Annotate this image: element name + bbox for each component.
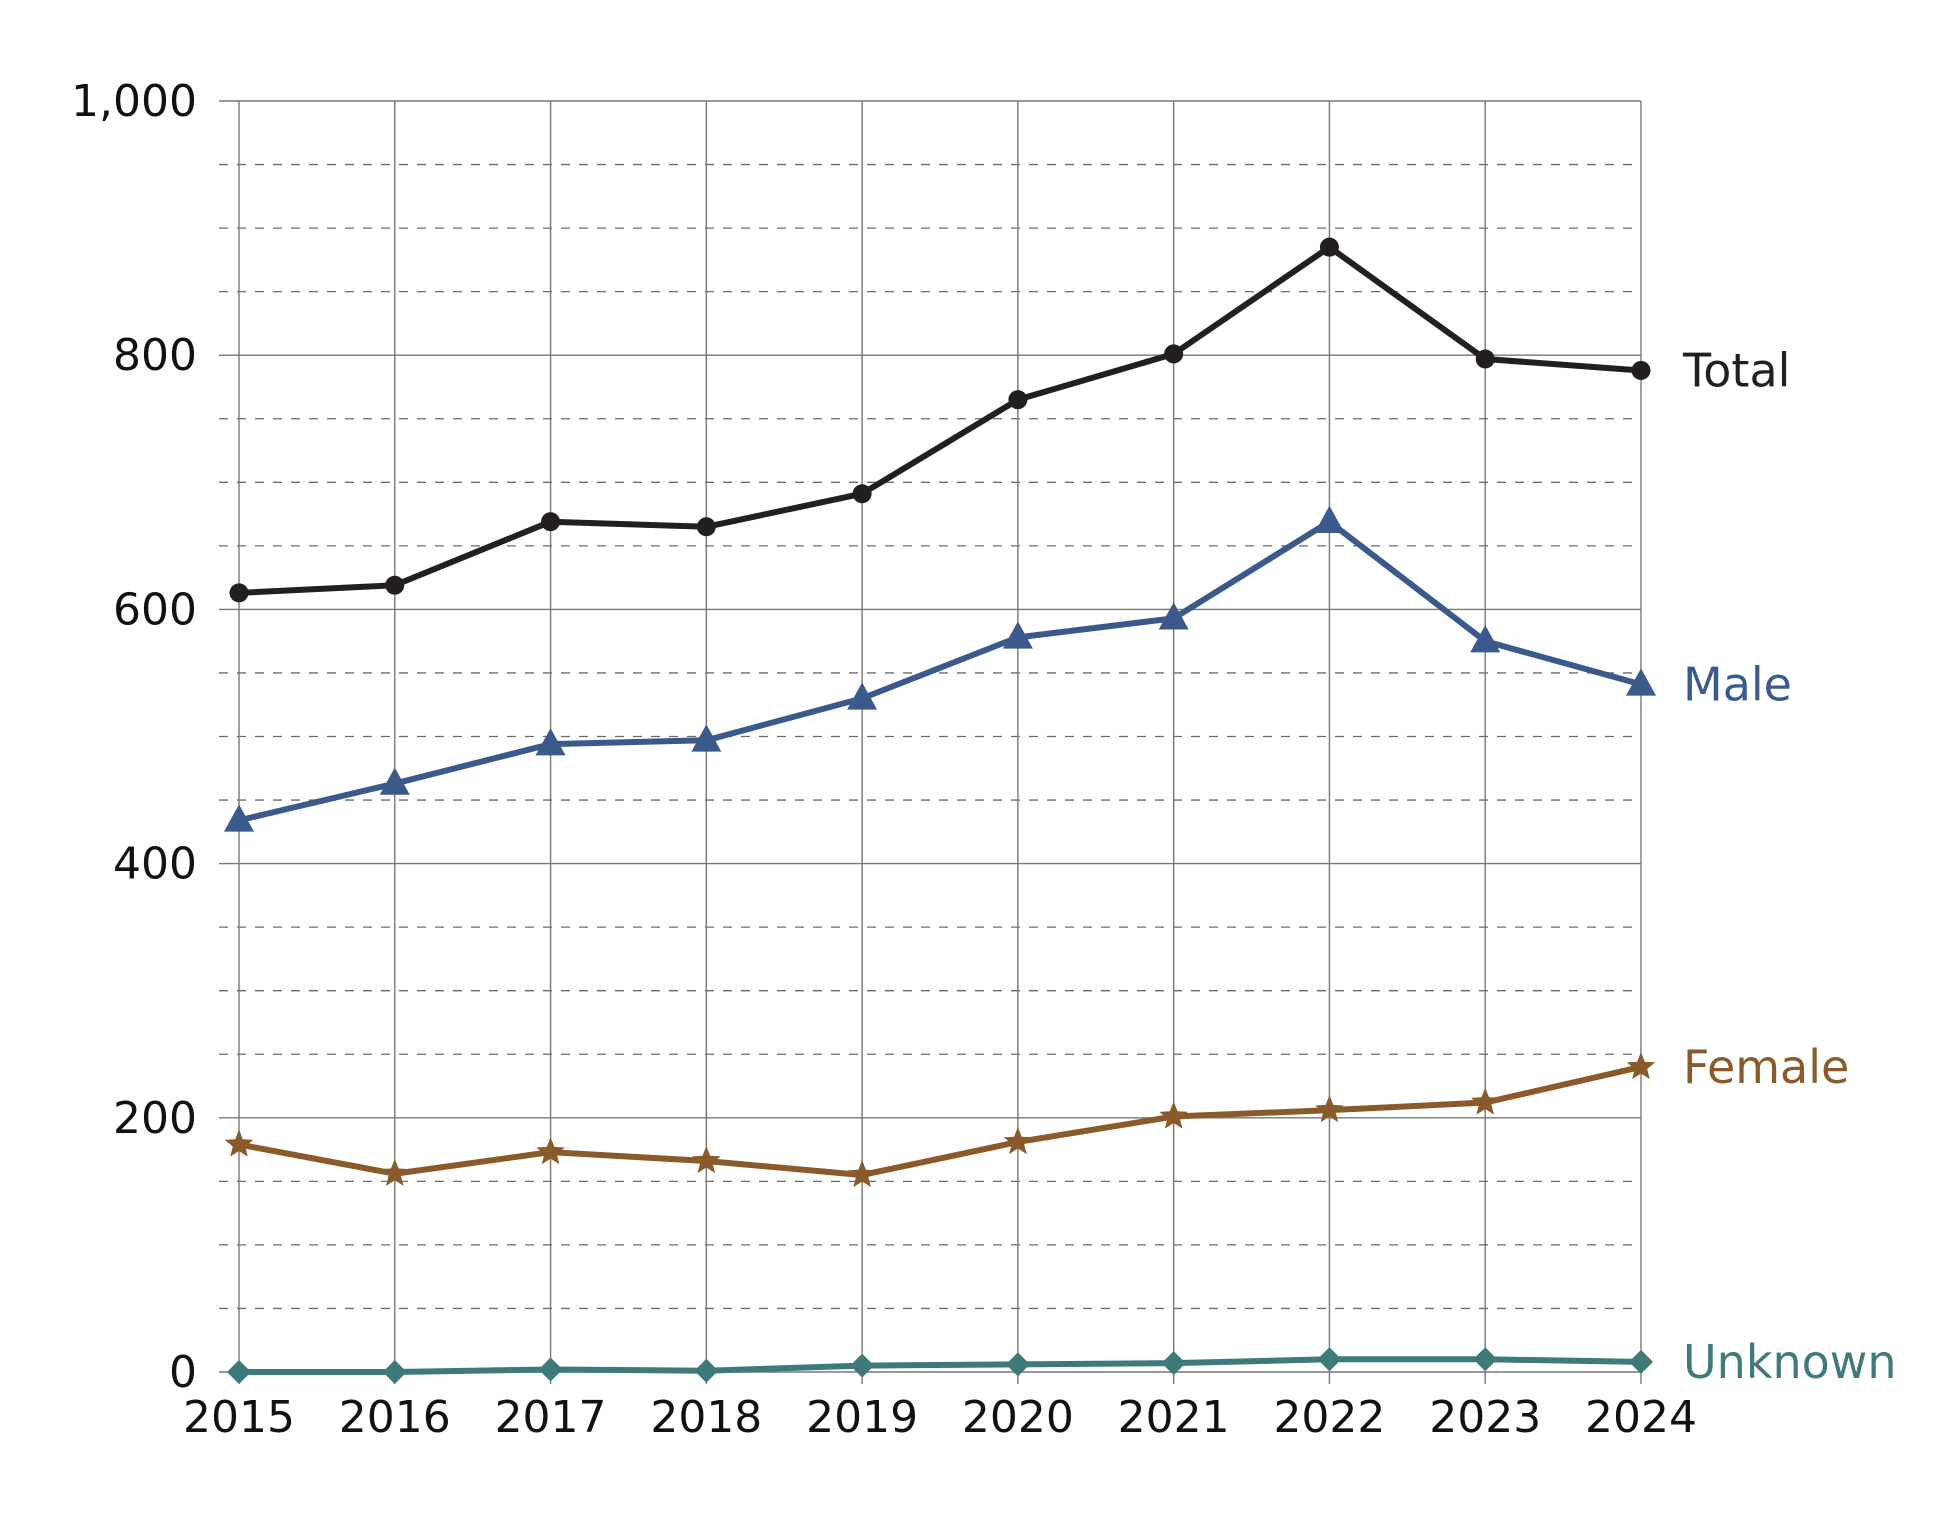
male-point: [379, 767, 410, 795]
grid: [219, 100, 1642, 1384]
unknown-point: [538, 1357, 563, 1382]
series-total: [229, 237, 1651, 603]
female-line: [236, 1063, 1644, 1178]
female-point: [380, 1158, 410, 1186]
x-tick-label: 2016: [339, 1392, 451, 1443]
total-point: [1631, 360, 1651, 380]
female-point: [1003, 1126, 1033, 1155]
x-tick-label: 2024: [1585, 1392, 1697, 1443]
female-point: [1159, 1101, 1188, 1129]
x-tick-label: 2020: [962, 1392, 1074, 1443]
unknown-line: [236, 1356, 1644, 1375]
male-point: [847, 682, 878, 710]
male-point: [1158, 602, 1189, 630]
x-tick-label: 2018: [650, 1392, 762, 1443]
female-point: [847, 1159, 877, 1188]
y-tick-label: 600: [113, 584, 197, 635]
x-tick-label: 2017: [495, 1392, 607, 1443]
total-point: [1475, 349, 1495, 369]
female-point: [1470, 1087, 1500, 1115]
female-series-label: Female: [1683, 1040, 1849, 1094]
male-point: [1470, 625, 1501, 653]
x-tick-label: 2019: [806, 1392, 918, 1443]
total-point: [229, 583, 249, 603]
male-series-label: Male: [1683, 657, 1792, 711]
y-tick-label: 200: [113, 1093, 197, 1144]
y-tick-label: 400: [113, 839, 197, 890]
female-point: [1626, 1051, 1656, 1080]
male-point: [1626, 668, 1656, 696]
unknown-point: [382, 1360, 407, 1384]
unknown-point: [1317, 1347, 1342, 1372]
male-point: [691, 724, 722, 752]
male-point: [1002, 621, 1033, 649]
male-line: [236, 518, 1644, 824]
y-tick-label: 1,000: [71, 76, 197, 127]
unknown-point: [694, 1358, 719, 1383]
series-male: [224, 505, 1656, 832]
unknown-point: [1473, 1347, 1498, 1372]
series-labels: Total Male Female Unknown: [1682, 343, 1897, 1388]
female-point: [692, 1146, 721, 1174]
total-series-label: Total: [1682, 343, 1790, 397]
axis-labels: 0 200 400 600 800 1,000 2015 2016 2017 2018 2019 20…: [71, 76, 1697, 1443]
male-point: [1314, 505, 1345, 533]
total-point: [1008, 390, 1028, 410]
series-female: [224, 1051, 1656, 1188]
female-point: [1315, 1095, 1344, 1123]
y-tick-label: 0: [169, 1347, 197, 1398]
total-line: [236, 244, 1644, 596]
unknown-point: [850, 1353, 875, 1378]
unknown-point: [1005, 1352, 1030, 1377]
x-tick-label: 2021: [1118, 1392, 1230, 1443]
total-point: [385, 575, 405, 595]
male-point: [535, 728, 566, 756]
female-point: [536, 1137, 565, 1165]
y-tick-label: 800: [113, 330, 197, 381]
unknown-point: [1629, 1349, 1653, 1374]
x-tick-label: 2022: [1273, 1392, 1385, 1443]
total-point: [541, 512, 561, 532]
unknown-series-label: Unknown: [1683, 1335, 1897, 1389]
x-tick-label: 2015: [183, 1392, 295, 1443]
total-point: [1164, 344, 1184, 364]
unknown-point: [1161, 1351, 1186, 1376]
male-point: [224, 804, 254, 832]
unknown-point: [227, 1360, 251, 1384]
total-point: [696, 517, 716, 537]
total-point: [1319, 237, 1339, 257]
total-point: [852, 484, 872, 504]
series-unknown: [227, 1347, 1653, 1384]
x-tick-label: 2023: [1429, 1392, 1541, 1443]
female-point: [224, 1129, 254, 1157]
series-group: [224, 237, 1656, 1384]
